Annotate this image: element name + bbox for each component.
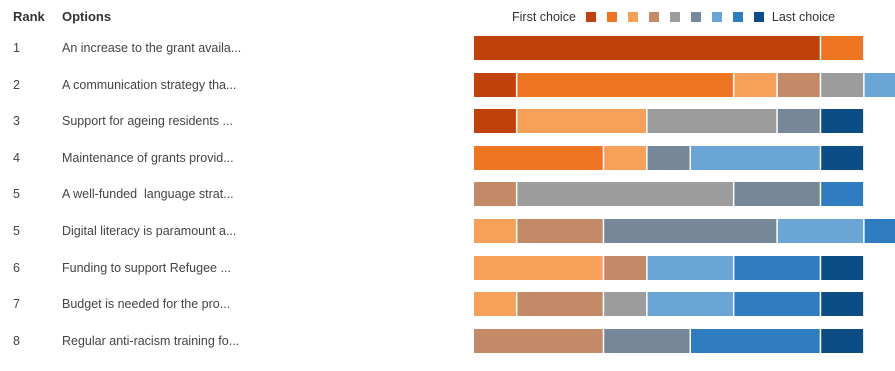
stacked-bar (474, 182, 864, 207)
stacked-bar (474, 36, 864, 60)
rank-value: 5 (13, 187, 20, 202)
bar-segment-choice-2 (517, 72, 733, 97)
table-row: 4 Maintenance of grants provid... (0, 145, 895, 170)
legend-swatch-2 (606, 12, 617, 22)
bar-segment-choice-8 (691, 328, 820, 353)
bar-segment-choice-3 (474, 255, 603, 280)
bar-segment-choice-6 (647, 145, 690, 170)
option-label: Support for ageing residents ... (62, 114, 233, 129)
table-row: 7 Budget is needed for the pro... (0, 292, 895, 317)
option-label: A well-funded language strat... (62, 187, 234, 202)
legend-swatch-8 (732, 12, 743, 22)
bar-segment-choice-7 (864, 72, 895, 97)
legend-last-choice-label: Last choice (771, 10, 836, 24)
table-row: 5 Digital literacy is paramount a... (0, 219, 895, 243)
bar-segment-choice-7 (647, 292, 733, 317)
rank-value: 8 (13, 333, 20, 348)
bar-segment-choice-7 (691, 145, 820, 170)
bar-segment-choice-3 (604, 145, 647, 170)
bar-segment-choice-3 (734, 72, 777, 97)
bar-segment-choice-9 (821, 145, 864, 170)
bar-segment-choice-2 (821, 36, 864, 60)
bar-segment-choice-9 (821, 109, 864, 134)
stacked-bar (474, 72, 895, 97)
bar-segment-choice-4 (517, 219, 603, 243)
option-label: Digital literacy is paramount a... (62, 224, 237, 238)
bar-segment-choice-5 (647, 109, 777, 134)
rank-value: 6 (13, 260, 20, 275)
stacked-bar (474, 255, 864, 280)
rank-value: 2 (13, 77, 20, 92)
bar-segment-choice-6 (734, 182, 820, 207)
bar-segment-choice-5 (517, 182, 733, 207)
option-label: Regular anti-racism training fo... (62, 333, 240, 348)
bar-segment-choice-3 (474, 219, 516, 243)
rank-value: 5 (13, 224, 20, 238)
bar-segment-choice-9 (821, 328, 864, 353)
stacked-bar (474, 292, 864, 317)
bar-segment-choice-3 (517, 109, 647, 134)
options-column-header: Options (62, 9, 112, 24)
stacked-bar (474, 145, 864, 170)
legend-swatch-1 (585, 12, 596, 22)
table-row: 5 A well-funded language strat... (0, 182, 895, 207)
table-row: 8 Regular anti-racism training fo... (0, 328, 895, 353)
bar-segment-choice-6 (777, 109, 820, 134)
bar-segment-choice-4 (604, 255, 647, 280)
bar-segment-choice-8 (734, 292, 820, 317)
rank-value: 3 (13, 114, 20, 129)
bar-segment-choice-4 (474, 328, 603, 353)
bar-segment-choice-1 (474, 109, 516, 134)
bar-segment-choice-1 (474, 72, 516, 97)
bar-segment-choice-8 (864, 219, 895, 243)
bar-segment-choice-8 (821, 182, 864, 207)
option-label: Budget is needed for the pro... (62, 297, 231, 312)
bar-segment-choice-5 (604, 292, 647, 317)
legend-swatch-7 (711, 12, 722, 22)
bar-segment-choice-3 (474, 292, 516, 317)
bar-segment-choice-7 (647, 255, 733, 280)
legend-swatch-9 (753, 12, 764, 22)
rank-value: 7 (13, 297, 20, 312)
bar-segment-choice-6 (604, 219, 777, 243)
bar-segment-choice-6 (604, 328, 690, 353)
table-row: 6 Funding to support Refugee ... (0, 255, 895, 280)
bar-segment-choice-7 (777, 219, 864, 243)
stacked-bar (474, 109, 864, 134)
stacked-bar (474, 328, 864, 353)
legend-swatch-4 (648, 12, 659, 22)
legend-swatch-5 (669, 12, 680, 22)
bar-segment-choice-5 (821, 72, 864, 97)
bar-segment-choice-4 (474, 182, 516, 207)
bar-segment-choice-4 (517, 292, 603, 317)
bar-segment-choice-4 (777, 72, 820, 97)
option-label: Maintenance of grants provid... (62, 150, 234, 165)
rank-column-header: Rank (13, 9, 45, 24)
bar-segment-choice-2 (474, 145, 603, 170)
option-label: A communication strategy tha... (62, 77, 237, 92)
legend-first-choice-label: First choice (512, 10, 576, 24)
table-row: 3 Support for ageing residents ... (0, 109, 895, 134)
bar-segment-choice-8 (734, 255, 820, 280)
option-label: An increase to the grant availa... (62, 41, 242, 55)
bar-segment-choice-9 (821, 292, 864, 317)
legend-swatch-6 (690, 12, 701, 22)
legend-swatch-3 (627, 12, 638, 22)
rank-value: 1 (13, 41, 20, 55)
option-label: Funding to support Refugee ... (62, 260, 231, 275)
legend: First choice Last choice (512, 8, 835, 26)
bar-segment-choice-9 (821, 255, 864, 280)
bar-segment-choice-1 (474, 36, 820, 60)
rank-value: 4 (13, 150, 20, 165)
chart-header: Rank Options First choice Last choice (0, 6, 895, 28)
table-row: 1 An increase to the grant availa... (0, 36, 895, 60)
stacked-bar (474, 219, 895, 243)
table-row: 2 A communication strategy tha... (0, 72, 895, 97)
legend-swatches (585, 12, 764, 22)
